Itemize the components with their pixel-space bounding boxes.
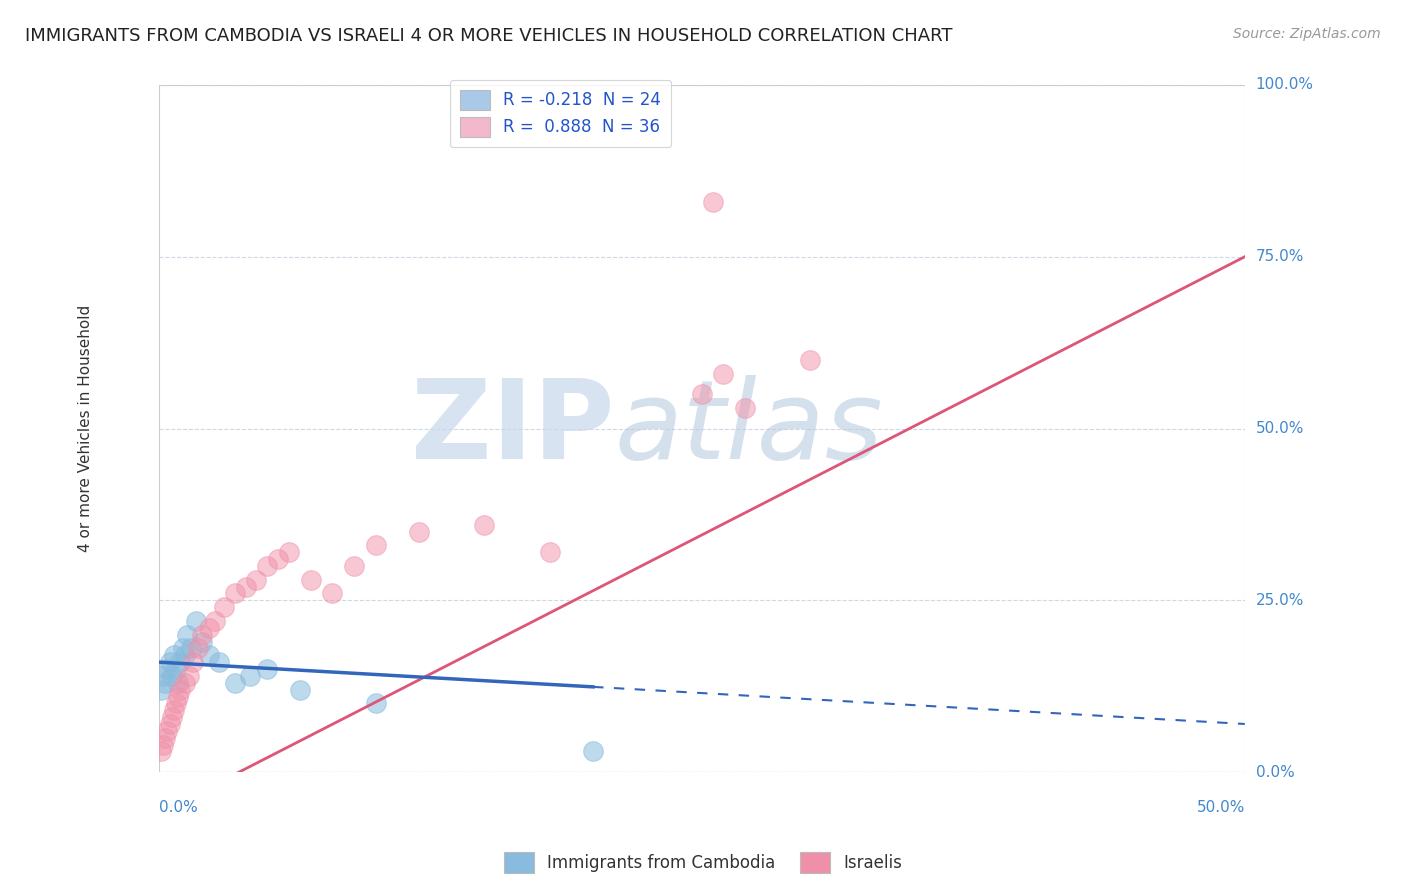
Point: [702, 194, 724, 209]
Point: [172, 641, 194, 656]
Point: [204, 614, 226, 628]
Point: [197, 621, 219, 635]
Text: 50.0%: 50.0%: [1197, 799, 1244, 814]
Point: [212, 600, 235, 615]
Point: [799, 352, 821, 367]
Text: 100.0%: 100.0%: [1256, 78, 1313, 93]
Point: [288, 682, 311, 697]
Point: [180, 641, 202, 656]
Point: [167, 675, 190, 690]
Text: 25.0%: 25.0%: [1256, 593, 1303, 607]
Point: [582, 744, 605, 758]
Point: [149, 744, 172, 758]
Point: [239, 669, 262, 683]
Point: [160, 710, 183, 724]
Point: [163, 703, 186, 717]
Text: 4 or more Vehicles in Household: 4 or more Vehicles in Household: [79, 305, 93, 552]
Point: [191, 634, 214, 648]
Text: IMMIGRANTS FROM CAMBODIA VS ISRAELI 4 OR MORE VEHICLES IN HOUSEHOLD CORRELATION : IMMIGRANTS FROM CAMBODIA VS ISRAELI 4 OR…: [25, 27, 953, 45]
Point: [165, 662, 187, 676]
Point: [256, 662, 278, 676]
Point: [690, 387, 713, 401]
Point: [160, 669, 183, 683]
Point: [538, 545, 561, 559]
Point: [224, 586, 246, 600]
Point: [184, 614, 207, 628]
Point: [156, 723, 179, 738]
Point: [364, 538, 387, 552]
Point: [149, 682, 172, 697]
Point: [177, 669, 200, 683]
Point: [245, 573, 267, 587]
Point: [474, 517, 496, 532]
Point: [713, 367, 735, 381]
Text: atlas: atlas: [614, 375, 883, 482]
Text: 75.0%: 75.0%: [1256, 249, 1303, 264]
Point: [152, 669, 174, 683]
Point: [163, 648, 186, 663]
Point: [173, 648, 195, 663]
Point: [152, 738, 174, 752]
Point: [364, 697, 387, 711]
Point: [159, 717, 181, 731]
Text: 50.0%: 50.0%: [1256, 421, 1303, 436]
Point: [153, 731, 176, 745]
Point: [321, 586, 343, 600]
Point: [734, 401, 756, 415]
Legend: Immigrants from Cambodia, Israelis: Immigrants from Cambodia, Israelis: [496, 846, 910, 880]
Point: [153, 675, 176, 690]
Point: [408, 524, 430, 539]
Text: Source: ZipAtlas.com: Source: ZipAtlas.com: [1233, 27, 1381, 41]
Point: [256, 558, 278, 573]
Point: [169, 682, 191, 697]
Point: [176, 627, 198, 641]
Text: ZIP: ZIP: [412, 375, 614, 482]
Point: [191, 627, 214, 641]
Point: [267, 552, 290, 566]
Point: [169, 655, 191, 669]
Point: [167, 690, 190, 704]
Point: [299, 573, 322, 587]
Point: [156, 662, 179, 676]
Point: [173, 675, 195, 690]
Point: [224, 675, 246, 690]
Point: [235, 580, 257, 594]
Text: 0.0%: 0.0%: [159, 799, 197, 814]
Point: [197, 648, 219, 663]
Legend: R = -0.218  N = 24, R =  0.888  N = 36: R = -0.218 N = 24, R = 0.888 N = 36: [450, 79, 671, 147]
Point: [159, 655, 181, 669]
Point: [187, 641, 209, 656]
Point: [165, 697, 187, 711]
Text: 0.0%: 0.0%: [1256, 764, 1295, 780]
Point: [208, 655, 231, 669]
Point: [343, 558, 366, 573]
Point: [278, 545, 301, 559]
Point: [183, 655, 205, 669]
